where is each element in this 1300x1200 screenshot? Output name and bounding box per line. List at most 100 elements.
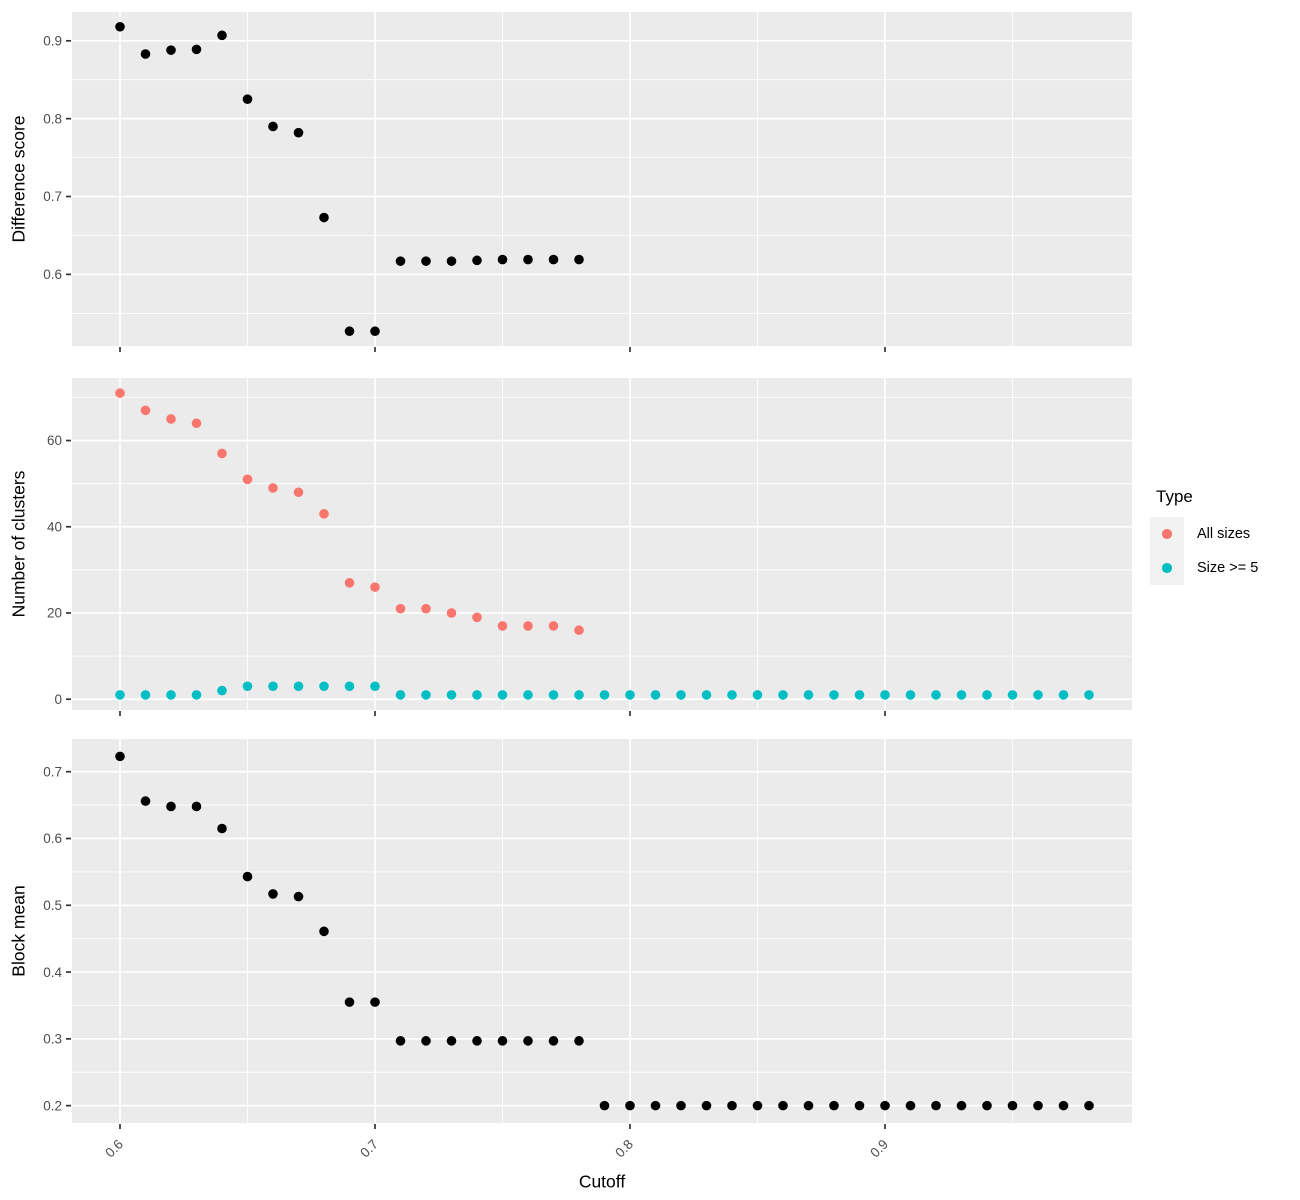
data-point	[293, 487, 304, 498]
data-point	[446, 608, 457, 618]
y-tick-label: 0.3	[43, 1032, 62, 1047]
data-point	[676, 1100, 686, 1111]
data-point	[344, 997, 355, 1007]
data-point	[472, 1036, 482, 1046]
series-block-mean	[115, 751, 1094, 1111]
data-point	[217, 823, 227, 834]
data-point	[395, 256, 406, 266]
data-point	[268, 681, 278, 692]
data-point	[701, 1100, 712, 1111]
data-point	[268, 889, 278, 899]
data-point	[293, 891, 304, 902]
x-tick-label: 0.9	[867, 1137, 891, 1161]
data-point	[548, 690, 559, 700]
y-tick-label: 0.7	[43, 764, 62, 779]
data-point	[752, 1100, 763, 1111]
data-point	[956, 1100, 967, 1111]
y-axis-title-block-mean: Block mean	[8, 885, 29, 977]
data-point	[574, 254, 584, 265]
data-point	[778, 690, 788, 700]
data-point	[472, 612, 482, 623]
data-point	[166, 45, 176, 55]
data-point	[599, 690, 610, 700]
data-point	[115, 690, 125, 700]
size-ge-5-dot-icon	[1162, 563, 1172, 573]
data-point	[625, 1100, 635, 1111]
data-point	[191, 418, 202, 429]
data-point	[497, 690, 508, 700]
legend-key-all-sizes	[1150, 517, 1184, 551]
legend-label-all-sizes: All sizes	[1197, 526, 1251, 542]
y-tick-label: 20	[47, 606, 62, 621]
series-size-5	[115, 681, 1094, 700]
data-point	[523, 690, 533, 700]
data-point	[446, 1036, 457, 1046]
panel-number-of-clusters: 0 20 40 60	[47, 378, 1132, 716]
data-point	[599, 1100, 610, 1111]
panel-block-mean: 0.2 0.3 0.4 0.5 0.6 0.7	[43, 739, 1132, 1129]
data-point	[115, 388, 125, 398]
data-point	[548, 621, 559, 631]
legend: Type All sizes Size >= 5	[1150, 487, 1298, 585]
data-point	[191, 44, 202, 55]
y-tick-label: 0.8	[43, 111, 62, 126]
data-point	[854, 1100, 865, 1111]
data-point	[370, 326, 380, 337]
data-point	[395, 603, 406, 614]
y-tick-label: 0.4	[43, 965, 62, 980]
y-tick-label: 0.2	[43, 1098, 62, 1113]
data-point	[421, 603, 431, 614]
data-point	[1033, 690, 1043, 700]
data-point	[370, 997, 380, 1007]
data-point	[1084, 690, 1094, 700]
data-point	[574, 625, 584, 636]
data-point	[548, 1036, 559, 1046]
data-point	[140, 796, 151, 806]
data-point	[140, 690, 151, 700]
data-point	[676, 690, 686, 700]
y-tick-label: 0.9	[43, 34, 62, 49]
data-point	[880, 1100, 890, 1111]
y-tick-label: 0.6	[43, 267, 62, 282]
panel-background	[72, 12, 1132, 346]
data-point	[446, 690, 457, 700]
data-point	[319, 509, 329, 519]
y-tick-label: 0.6	[43, 831, 62, 846]
data-point	[727, 1100, 737, 1111]
data-point	[905, 690, 916, 700]
data-point	[293, 681, 304, 692]
data-point	[166, 690, 176, 700]
data-point	[497, 1036, 508, 1046]
data-point	[523, 621, 533, 631]
panel-number-of-clusters-grid	[72, 378, 1132, 710]
x-tick-label: 0.8	[612, 1137, 636, 1161]
y-axis-title-difference-score: Difference score	[8, 115, 29, 243]
data-point	[727, 690, 737, 700]
x-axis-title: Cutoff	[578, 1171, 626, 1192]
data-point	[344, 326, 355, 337]
data-point	[803, 1100, 814, 1111]
data-point	[140, 49, 151, 59]
y-tick-label: 0.7	[43, 189, 62, 204]
x-tick-label: 0.7	[357, 1137, 381, 1161]
data-point	[1058, 690, 1069, 700]
data-point	[319, 926, 329, 937]
data-point	[421, 256, 431, 266]
data-point	[931, 1100, 941, 1111]
data-point	[217, 30, 227, 41]
data-point	[982, 1100, 992, 1111]
y-tick-label: 40	[47, 519, 62, 534]
data-point	[931, 690, 941, 700]
data-point	[574, 690, 584, 700]
legend-item-all-sizes: All sizes	[1150, 517, 1298, 551]
data-point	[905, 1100, 916, 1111]
data-point	[574, 1036, 584, 1046]
data-point	[625, 690, 635, 700]
data-point	[421, 1036, 431, 1046]
data-point	[319, 681, 329, 692]
data-point	[956, 690, 967, 700]
data-point	[140, 405, 151, 416]
data-point	[1033, 1100, 1043, 1111]
data-point	[166, 801, 176, 812]
data-point	[650, 690, 661, 700]
